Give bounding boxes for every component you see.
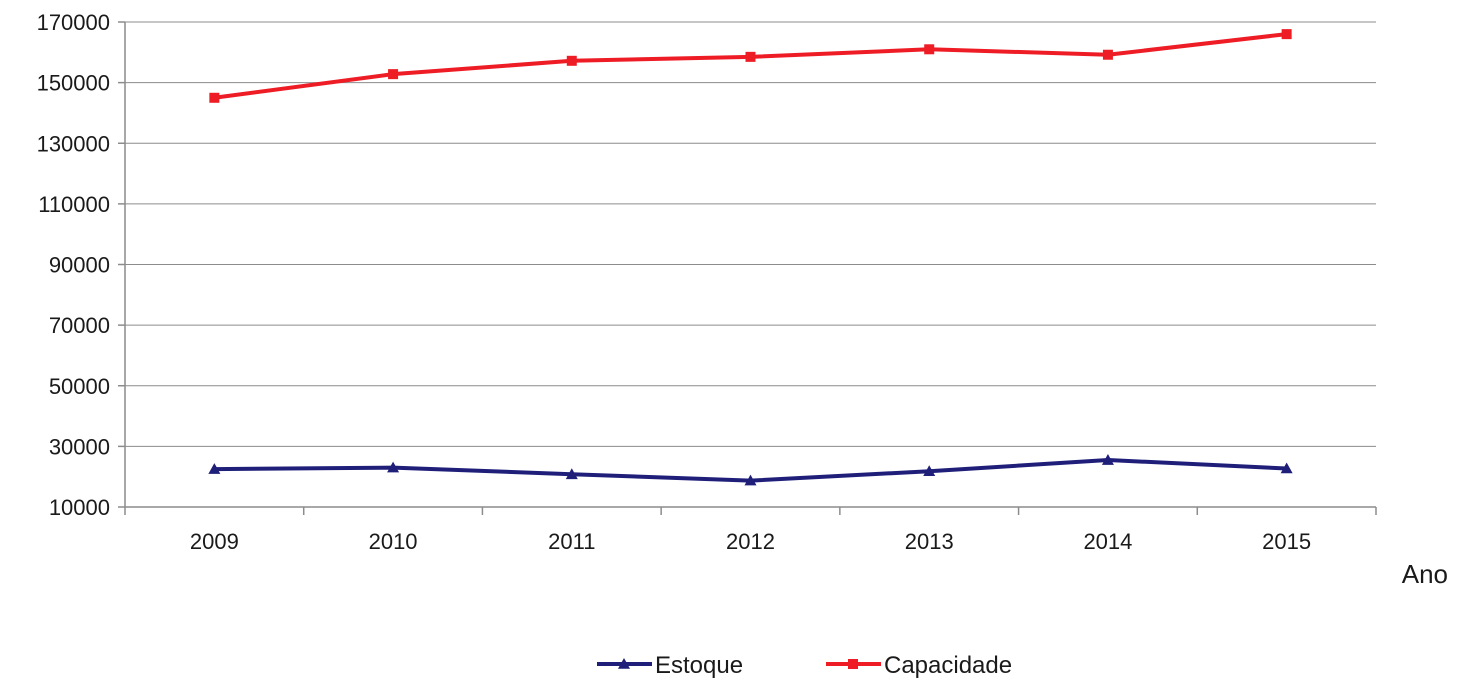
x-tick-label: 2009 [190,529,239,554]
data-point [1281,29,1292,40]
y-tick-label: 110000 [38,192,110,217]
legend-label: Capacidade [884,652,1012,679]
legend-marker [848,659,858,669]
data-point [1280,462,1293,474]
y-tick-label: 30000 [49,434,110,459]
x-tick-label: 2010 [369,529,418,554]
y-tick-label: 150000 [37,71,110,96]
legend-item-capacidade: Capacidade [826,652,1012,679]
x-tick-label: 2011 [548,529,595,554]
x-tick-labels: 2009 2010 2011 2012 2013 2014 2015 [124,507,1377,554]
y-tick-label: 10000 [49,495,110,520]
legend-item-estoque: Estoque [597,652,743,679]
data-point [923,465,936,477]
series [208,29,1293,486]
series-estoque [208,454,1293,486]
data-point [209,92,220,103]
data-point [566,55,577,66]
data-point [388,69,399,80]
x-tick-label: 2015 [1262,529,1311,554]
x-tick-label: 2014 [1083,529,1132,554]
data-point [565,468,578,480]
data-point [208,463,221,474]
x-tick-label: 2013 [905,529,954,554]
y-tick-label: 170000 [37,10,110,35]
legend-marker [618,658,630,669]
y-tick-label: 90000 [49,253,110,278]
series-capacidade [209,29,1292,103]
y-tick-label: 130000 [37,131,110,156]
data-point [1102,49,1113,60]
x-tick-label: 2012 [726,529,775,554]
y-tick-label: 70000 [49,313,110,338]
y-tick-label: 50000 [49,374,110,399]
data-point [924,44,935,55]
y-tick-labels: 10000 30000 50000 70000 90000 110000 130000 150… [37,10,125,520]
data-point [1101,454,1114,465]
data-point [744,474,757,486]
data-point [745,51,756,62]
x-axis-title: Ano [1402,559,1448,589]
legend: Estoque Capacidade [597,652,1012,679]
data-point [387,461,400,473]
legend-label: Estoque [655,652,743,679]
series-line [214,32,1287,100]
